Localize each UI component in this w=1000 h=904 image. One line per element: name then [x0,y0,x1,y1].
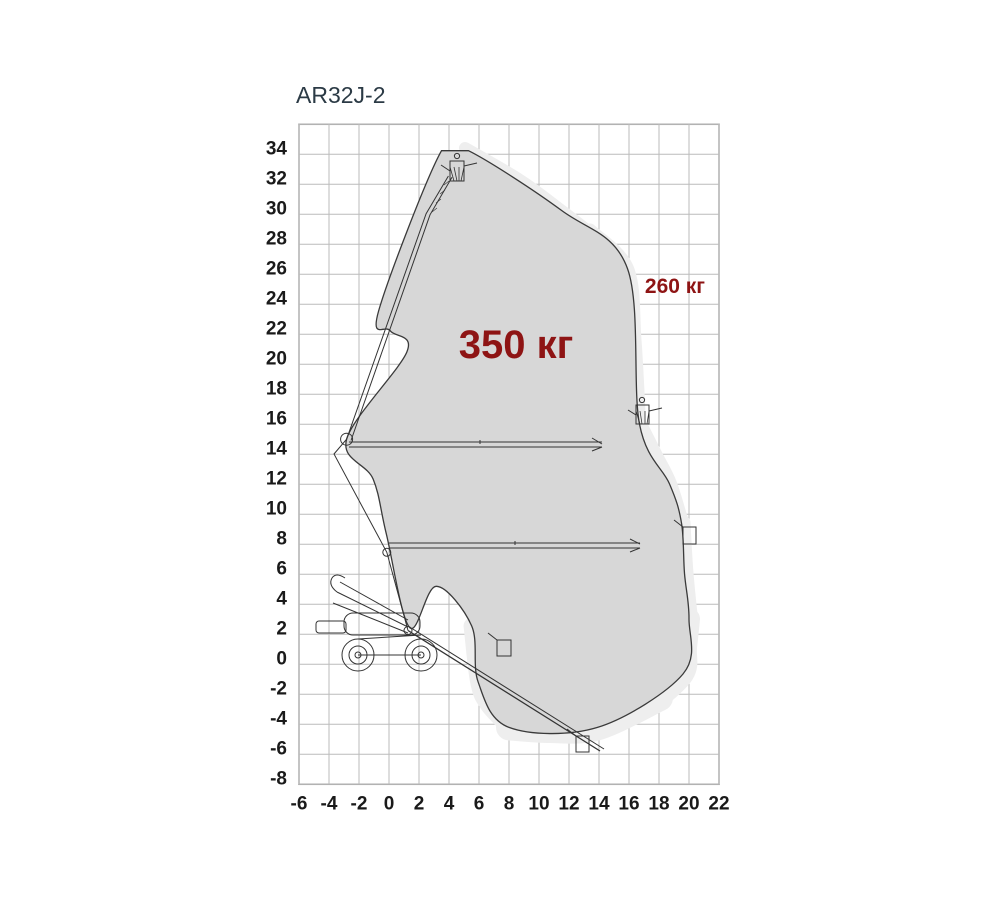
svg-text:-6: -6 [291,793,308,814]
svg-text:4: 4 [276,588,287,609]
svg-text:6: 6 [276,558,287,579]
svg-text:22: 22 [708,793,729,814]
svg-text:2: 2 [276,618,287,639]
svg-text:-8: -8 [270,768,287,789]
svg-text:0: 0 [276,648,287,669]
svg-text:22: 22 [266,318,287,339]
svg-text:-6: -6 [270,738,287,759]
svg-text:10: 10 [528,793,549,814]
svg-text:28: 28 [266,228,287,249]
svg-text:18: 18 [648,793,669,814]
svg-text:-2: -2 [270,678,287,699]
svg-text:32: 32 [266,168,287,189]
svg-text:16: 16 [266,408,287,429]
svg-text:6: 6 [474,793,485,814]
svg-text:260 кг: 260 кг [645,275,705,298]
svg-text:8: 8 [276,528,287,549]
svg-text:0: 0 [384,793,395,814]
svg-text:26: 26 [266,258,287,279]
svg-text:12: 12 [266,468,287,489]
svg-text:-4: -4 [321,793,338,814]
svg-text:14: 14 [266,438,288,459]
svg-text:20: 20 [266,348,287,369]
svg-text:24: 24 [266,288,288,309]
svg-text:4: 4 [444,793,455,814]
svg-text:16: 16 [618,793,639,814]
svg-text:12: 12 [558,793,579,814]
svg-text:-4: -4 [270,708,287,729]
svg-text:20: 20 [678,793,699,814]
svg-text:8: 8 [504,793,515,814]
svg-text:AR32J-2: AR32J-2 [296,82,385,108]
svg-text:30: 30 [266,198,287,219]
svg-text:10: 10 [266,498,287,519]
svg-text:-2: -2 [351,793,368,814]
svg-text:14: 14 [588,793,610,814]
svg-text:18: 18 [266,378,287,399]
svg-text:2: 2 [414,793,425,814]
svg-text:34: 34 [266,138,288,159]
svg-text:350 кг: 350 кг [459,323,574,367]
